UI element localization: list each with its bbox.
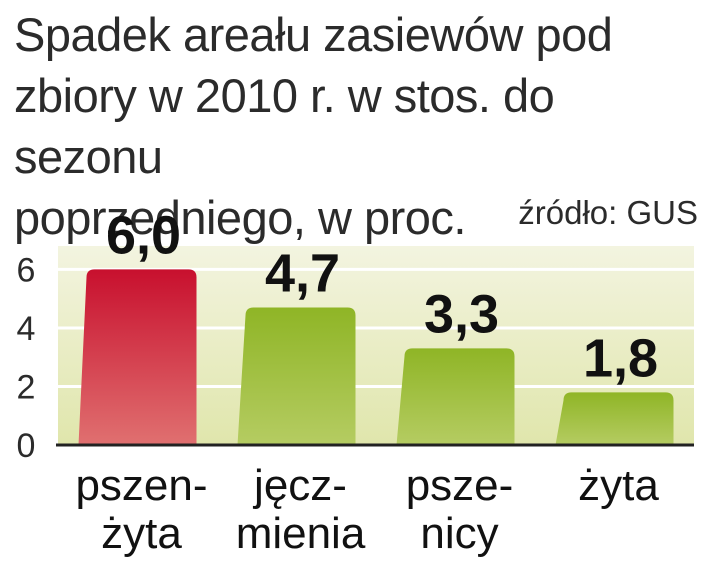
bar	[555, 392, 674, 445]
bar-value-label: 6,0	[106, 205, 181, 265]
category-label: żyta	[101, 509, 182, 558]
y-tick-label: 6	[17, 251, 36, 289]
category-label: mienia	[236, 509, 366, 558]
category-label: nicy	[420, 509, 498, 558]
category-label: pszen-	[75, 461, 207, 510]
y-tick-label: 4	[17, 310, 36, 348]
y-tick-label: 2	[17, 368, 36, 406]
category-label: jęcz-	[252, 461, 347, 510]
bar	[78, 269, 197, 445]
chart-source: źródło: GUS	[518, 194, 698, 231]
bar-value-label: 3,3	[424, 284, 499, 344]
bar	[237, 307, 356, 445]
bar-value-label: 4,7	[265, 243, 340, 303]
bar-value-label: 1,8	[583, 328, 658, 388]
category-label: psze-	[406, 461, 514, 510]
y-tick-label: 0	[17, 427, 36, 465]
y-axis-ticks: 0 2 4 6	[17, 251, 36, 465]
bar-layer	[78, 269, 674, 445]
bar	[396, 348, 515, 445]
category-labels: pszen-żyta jęcz-mienia psze-nicy żyta	[75, 461, 659, 558]
value-labels: 6,0 4,7 3,3 1,8	[106, 205, 658, 388]
category-label: żyta	[578, 461, 659, 510]
chart-title: Spadek areału zasiewów pod zbiory w 2010…	[14, 8, 613, 244]
